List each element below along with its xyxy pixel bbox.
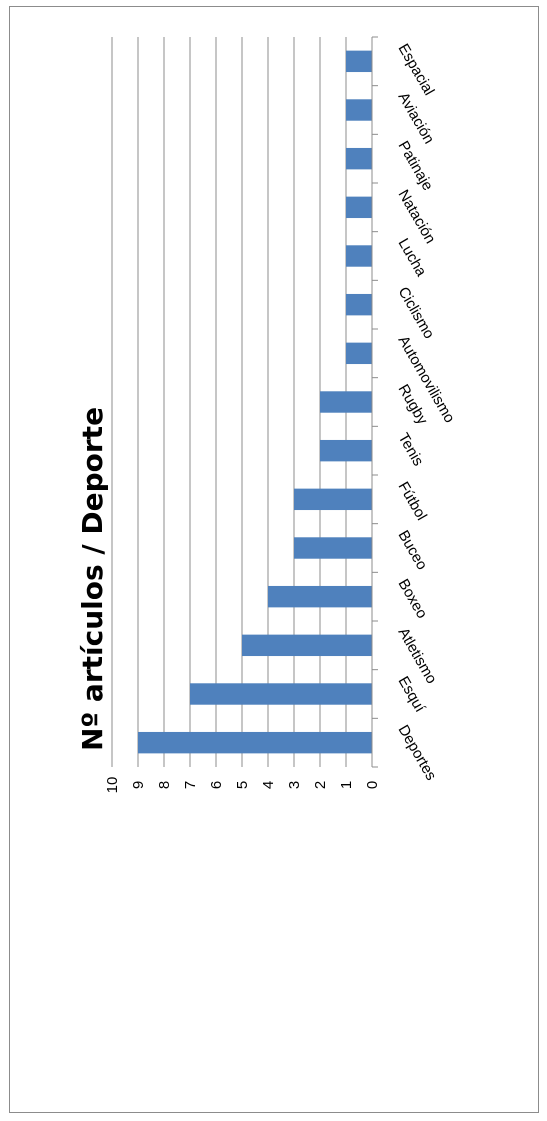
bar-boxeo [268,585,372,608]
category-label-aviación: Aviación [395,90,438,147]
bar-ciclismo [346,293,372,316]
category-label-ciclismo: Ciclismo [395,284,438,342]
value-tick-label-2: 2 [312,781,329,789]
value-tick-label-9: 9 [130,781,147,789]
bar-tenis [320,439,372,462]
value-tick-label-3: 3 [286,781,303,789]
category-label-tenis: Tenis [395,430,427,469]
bar-esquí [190,683,372,705]
category-axis [371,36,378,768]
value-tick-label-4: 4 [260,781,277,789]
bar-lucha [346,245,372,267]
value-tick-label-6: 6 [208,781,225,789]
category-label-espacial: Espacial [395,41,438,99]
bar-aviación [346,99,372,121]
bar-rugby [320,391,372,413]
bar-fútbol [294,488,372,511]
category-label-natación: Natación [395,187,439,247]
gridlines [111,37,347,767]
bar-automovilismo [346,342,372,365]
bar-deportes [138,731,372,754]
category-label-patinaje: Patinaje [395,138,437,193]
category-labels: DeportesEsquíAtletismoBoxeoBuceoFútbolTe… [395,41,458,784]
bar-patinaje [346,147,372,170]
value-tick-label-10: 10 [104,777,121,794]
value-tick-label-1: 1 [338,781,355,789]
bar-atletismo [242,634,372,657]
bar-natación [346,196,372,219]
chart-title: Nº artículos / Deporte [76,407,109,751]
category-label-fútbol: Fútbol [395,479,431,524]
category-label-boxeo: Boxeo [395,576,431,621]
category-label-buceo: Buceo [395,528,431,573]
value-tick-label-5: 5 [234,781,251,789]
chart-frame: 0 1 2 3 4 5 6 7 8 9 10 Deportes Esquí Atletismo Boxeo… [9,6,539,1113]
value-tick-label-7: 7 [182,781,199,789]
bar-espacial [346,50,372,73]
value-tick-labels: 0 1 2 3 4 5 6 7 8 9 10 [104,777,381,794]
bars [138,50,372,754]
category-label-deportes: Deportes [395,722,440,783]
value-tick-label-8: 8 [156,781,173,789]
value-tick-label-0: 0 [364,781,381,789]
bar-buceo [294,537,372,559]
